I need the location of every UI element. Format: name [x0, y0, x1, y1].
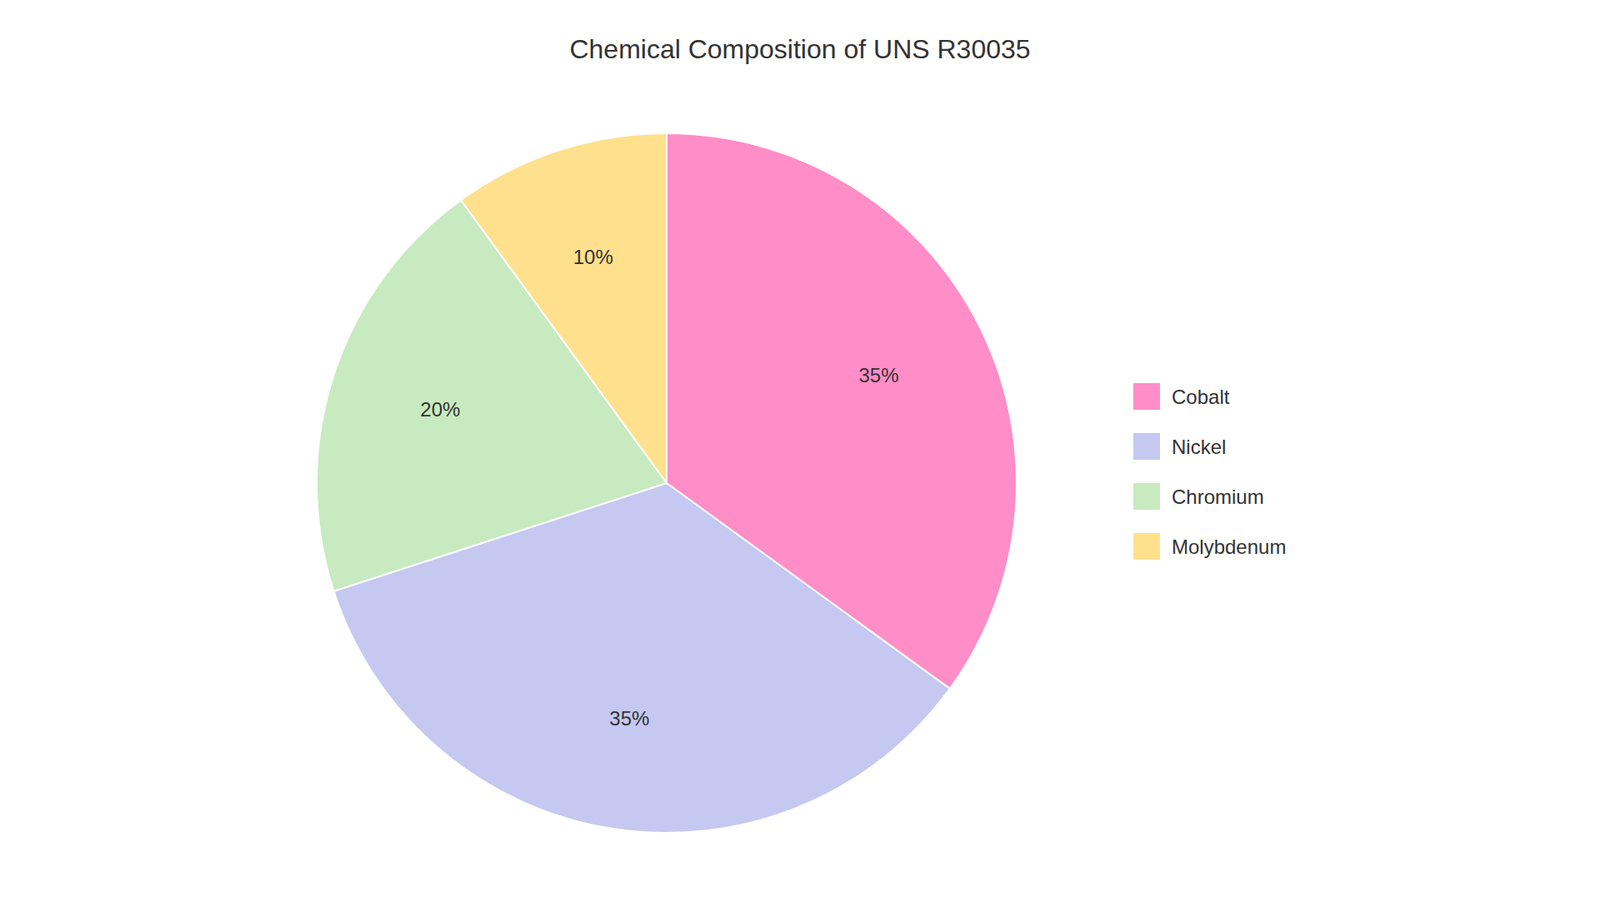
legend-label: Nickel	[1171, 435, 1226, 459]
pie	[316, 133, 1017, 834]
legend-item: Chromium	[1133, 483, 1265, 510]
data-label: 20%	[420, 398, 460, 421]
legend-label: Cobalt	[1171, 385, 1230, 409]
legend-label: Molybdenum	[1171, 535, 1286, 559]
data-label: 35%	[858, 364, 899, 387]
data-labels: 35% 35% 20% 10%	[420, 245, 899, 730]
legend-swatch	[1133, 433, 1160, 460]
legend: Cobalt Nickel Chromium Molybdenum	[1133, 383, 1286, 560]
chart: Chemical Composition of UNS R3003535%35%…	[0, 0, 1600, 902]
legend-item: Nickel	[1133, 433, 1226, 460]
legend-item: Molybdenum	[1133, 533, 1286, 560]
legend-swatch	[1133, 533, 1160, 560]
legend-swatch	[1133, 483, 1160, 510]
slice	[460, 133, 667, 484]
legend-swatch	[1133, 383, 1160, 410]
title: Chemical Composition of UNS R30035	[569, 34, 1030, 65]
legend-item: Cobalt	[1133, 383, 1230, 410]
legend-label: Chromium	[1171, 485, 1265, 509]
data-label: 10%	[573, 245, 614, 269]
data-label: 35%	[609, 707, 650, 730]
